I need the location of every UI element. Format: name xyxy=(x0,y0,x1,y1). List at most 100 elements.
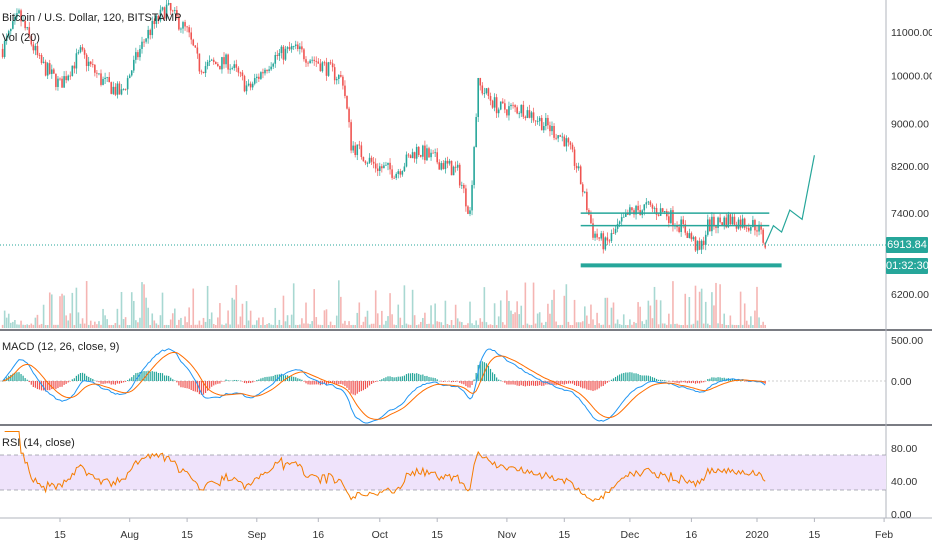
macd-histogram-bar xyxy=(166,375,168,381)
candle-body xyxy=(432,152,434,154)
candle-body xyxy=(237,67,240,73)
volume-bar xyxy=(741,324,744,328)
macd-histogram-bar xyxy=(500,380,502,381)
volume-bar xyxy=(153,320,156,328)
candle-body xyxy=(694,237,697,251)
volume-bars xyxy=(1,280,766,328)
volume-bar xyxy=(321,324,324,328)
macd-histogram-bar xyxy=(696,381,699,384)
candle-body xyxy=(340,74,342,77)
candle-body xyxy=(364,161,367,164)
macd-legend[interactable]: MACD (12, 26, close, 9) xyxy=(2,341,120,353)
volume-bar xyxy=(75,287,78,328)
rsi-legend[interactable]: RSI (14, close) xyxy=(2,437,75,449)
volume-bar xyxy=(98,321,100,328)
macd-histogram-bar xyxy=(403,375,405,381)
candle-body xyxy=(526,110,529,118)
macd-histogram-bar xyxy=(266,376,268,381)
candle-body xyxy=(118,83,121,95)
volume-bar xyxy=(678,324,680,328)
macd-histogram-bar xyxy=(198,381,200,395)
symbol-legend[interactable]: Bitcoin / U.S. Dollar, 120, BITSTAMP xyxy=(2,12,182,24)
volume-bar xyxy=(44,324,47,328)
volume-bar xyxy=(278,319,281,328)
volume-bar xyxy=(79,323,82,328)
time-axis[interactable]: 15 Aug 15 Sep 16 Oct 15 Nov 15 Dec 16 2020 15 Feb xyxy=(54,518,893,541)
macd-histogram-bar xyxy=(395,377,397,381)
volume-bar xyxy=(360,325,363,328)
macd-series xyxy=(2,348,766,424)
macd-histogram-bar xyxy=(598,381,600,389)
volume-bar xyxy=(659,300,662,328)
macd-histogram-bar xyxy=(453,381,455,382)
macd-histogram-bar xyxy=(428,376,430,381)
candle-body xyxy=(112,86,115,94)
volume-bar xyxy=(743,303,746,328)
macd-histogram-bar xyxy=(631,372,633,381)
macd-histogram-bar xyxy=(418,373,420,381)
volume-bar xyxy=(477,324,479,328)
candle-body xyxy=(219,65,221,70)
volume-bar xyxy=(186,322,188,328)
candle-body xyxy=(553,126,555,138)
volume-bar xyxy=(401,324,404,328)
candle-body xyxy=(157,15,160,21)
macd-histogram-bar xyxy=(473,379,475,381)
candle-body xyxy=(579,166,582,185)
candle-body xyxy=(741,218,744,228)
macd-histogram-bar xyxy=(578,381,580,386)
volume-bar xyxy=(1,324,4,328)
candle-body xyxy=(24,20,26,29)
candle-body xyxy=(286,47,289,49)
volume-legend[interactable]: Vol (20) xyxy=(2,32,40,44)
macd-histogram-bar xyxy=(122,381,125,383)
volume-bar xyxy=(426,324,428,328)
volume-bar xyxy=(358,302,361,328)
candle-body xyxy=(567,138,570,143)
price-axis[interactable]: 11000.00 10000.00 9000.00 8200.00 7400.00 620… xyxy=(891,27,932,521)
candle-body xyxy=(307,62,309,64)
time-tick-label: 16 xyxy=(312,529,324,541)
candle-body xyxy=(241,72,244,77)
macd-histogram-bar xyxy=(694,381,697,384)
volume-bar xyxy=(707,323,709,328)
volume-bar xyxy=(750,316,752,328)
volume-bar xyxy=(221,324,223,328)
macd-histogram-bar xyxy=(391,377,393,381)
macd-histogram-bar xyxy=(55,381,57,390)
macd-histogram-bar xyxy=(307,381,309,385)
candle-body xyxy=(456,164,459,168)
candle-body xyxy=(409,155,412,159)
volume-bar xyxy=(549,313,551,328)
volume-bar xyxy=(557,324,559,328)
candle-body xyxy=(141,41,143,49)
candle-body xyxy=(51,69,53,74)
macd-histogram-bar xyxy=(463,381,465,385)
candle-body xyxy=(715,226,717,228)
macd-histogram-bar xyxy=(647,375,649,381)
drawings[interactable] xyxy=(580,155,815,268)
candle-body xyxy=(594,233,596,238)
volume-bar xyxy=(122,319,125,328)
volume-bar xyxy=(366,310,369,328)
macd-histogram-bar xyxy=(215,381,217,385)
macd-histogram-bar xyxy=(43,381,45,391)
volume-bar xyxy=(55,324,57,328)
macd-histogram-bar xyxy=(133,375,135,381)
candle-body xyxy=(625,212,627,217)
candle-body xyxy=(385,164,387,166)
macd-histogram-bar xyxy=(346,381,348,388)
macd-histogram-bar xyxy=(258,379,260,381)
volume-bar xyxy=(413,315,416,328)
candle-body xyxy=(524,116,527,118)
volume-bar xyxy=(729,315,732,328)
volume-bar xyxy=(440,322,443,328)
candle-body xyxy=(186,26,188,28)
candle-body xyxy=(610,233,613,241)
macd-histogram-bar xyxy=(526,381,528,386)
macd-histogram-bar xyxy=(65,381,67,384)
macd-histogram-bar xyxy=(338,381,340,385)
macd-histogram-bar xyxy=(608,381,610,382)
candle-body xyxy=(215,61,217,65)
